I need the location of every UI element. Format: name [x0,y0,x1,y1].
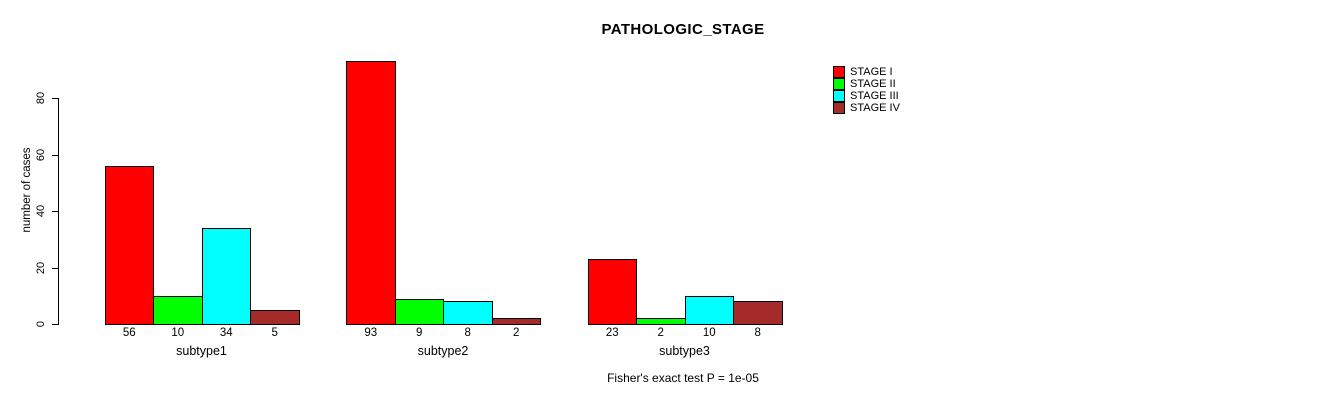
legend-label: STAGE III [850,90,899,102]
bar-stage-iv-subtype1 [250,309,300,325]
y-tick [52,324,58,325]
chart-title: PATHOLOGIC_STAGE [601,21,765,38]
y-axis-label: number of cases [21,147,33,233]
bar-value-label: 5 [271,327,278,339]
y-tick [52,211,58,212]
y-tick [52,98,58,99]
legend-label: STAGE IV [850,102,900,114]
legend-item: STAGE I [833,66,900,78]
y-tick-label: 60 [35,148,47,161]
bar-stage-iii-subtype2 [443,301,493,325]
bar-value-label: 34 [219,327,233,339]
legend-swatch-icon [833,102,845,114]
category-label-subtype1: subtype1 [176,344,227,358]
legend: STAGE I STAGE II STAGE III STAGE IV [833,66,900,114]
y-tick [52,267,58,269]
stat-annotation: Fisher's exact test P = 1e-05 [607,371,759,385]
bar-stage-iv-subtype2 [491,318,541,325]
y-axis-line [58,98,59,325]
bar-value-label: 23 [605,327,619,339]
legend-swatch-icon [833,90,845,102]
category-label-subtype2: subtype2 [417,344,469,358]
legend-label: STAGE I [850,66,893,78]
legend-item: STAGE IV [833,102,900,114]
legend-swatch-icon [833,78,845,90]
bar-stage-i-subtype2 [346,61,396,325]
bar-stage-iii-subtype1 [201,227,251,325]
y-tick-label: 20 [35,261,47,274]
bar-stage-ii-subtype2 [394,298,444,325]
y-tick-label: 0 [35,320,47,328]
bar-stage-i-subtype3 [587,259,637,325]
bar-value-label: 10 [171,327,185,339]
legend-item: STAGE II [833,78,900,90]
legend-swatch-icon [833,66,845,78]
bar-stage-i-subtype1 [104,165,154,325]
y-tick-label: 40 [35,204,47,218]
bar-value-label: 9 [416,327,423,339]
y-tick-label: 80 [35,91,47,105]
category-label-subtype3: subtype3 [659,344,710,358]
y-tick [52,154,58,156]
legend-label: STAGE II [850,78,896,90]
legend-item: STAGE III [833,90,900,102]
bar-stage-ii-subtype1 [153,295,203,325]
bar-stage-ii-subtype3 [636,318,686,325]
bar-value-label: 8 [464,327,471,339]
bar-value-label: 56 [122,327,136,339]
bar-value-label: 93 [364,327,378,339]
bar-stage-iii-subtype3 [684,295,734,325]
bar-value-label: 8 [754,327,761,339]
bar-stage-iv-subtype3 [733,301,783,325]
bar-value-label: 10 [702,327,716,339]
bar-value-label: 2 [513,327,520,339]
bar-value-label: 2 [657,327,664,339]
